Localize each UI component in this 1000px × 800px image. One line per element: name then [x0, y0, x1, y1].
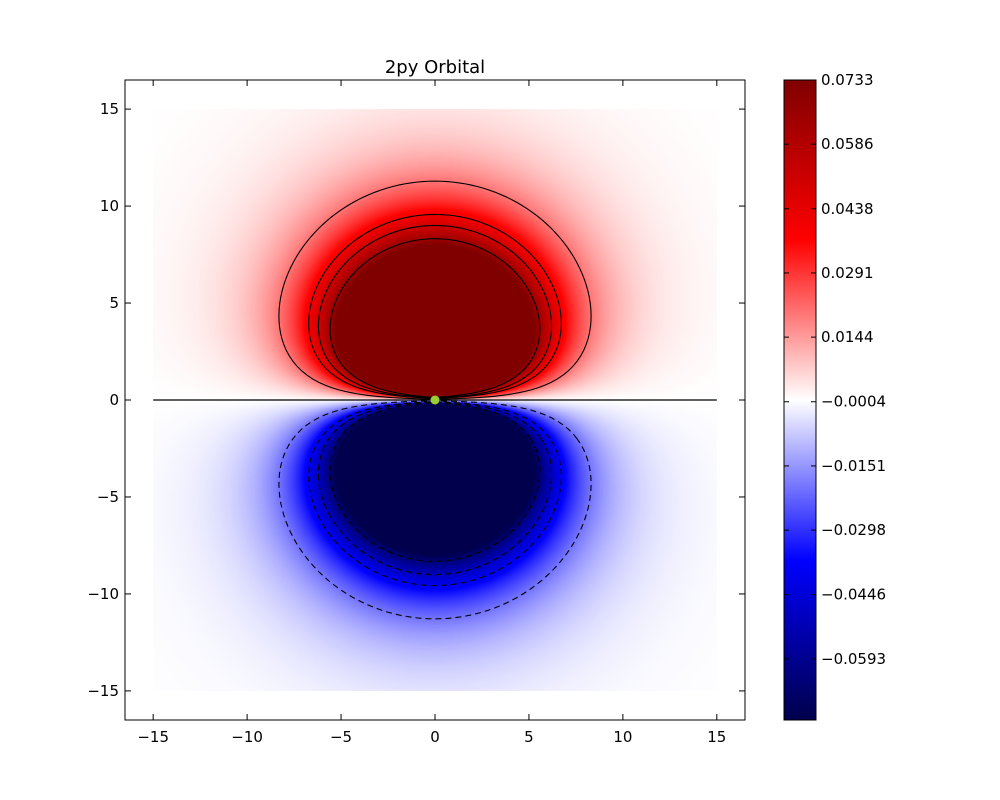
colorbar-tick-label: −0.0593 [821, 650, 886, 668]
colorbar [783, 79, 817, 721]
negative-contour-3 [329, 402, 541, 562]
positive-contour-1 [308, 213, 562, 399]
nucleus-marker [430, 395, 440, 405]
x-tick-label: −10 [231, 728, 263, 746]
x-tick-label: 15 [707, 728, 726, 746]
y-tick-label: 15 [100, 100, 119, 118]
y-tick-label: −10 [87, 585, 119, 603]
chart-title: 2py Orbital [385, 57, 485, 78]
x-tick-label: 10 [613, 728, 632, 746]
colorbar-tick-label: −0.0298 [821, 521, 886, 539]
colorbar-tick-label: 0.0586 [821, 135, 874, 153]
x-tick-label: 5 [524, 728, 534, 746]
colorbar-tick-label: 0.0733 [821, 71, 874, 89]
colorbar-tick-label: 0.0144 [821, 328, 874, 346]
negative-contour-2 [317, 401, 553, 576]
positive-contour-2 [317, 224, 553, 399]
colorbar-tick-label: −0.0004 [821, 393, 886, 411]
colorbar-tick-label: −0.0151 [821, 457, 886, 475]
x-tick-label: −15 [137, 728, 169, 746]
colorbar-tick-label: 0.0438 [821, 200, 874, 218]
negative-contour-0 [278, 400, 592, 620]
colorbar-tick-label: 0.0291 [821, 264, 874, 282]
y-tick-label: 10 [100, 197, 119, 215]
y-tick-label: −5 [97, 488, 119, 506]
y-axis: 15 10 5 0 −5 −10 −15 [87, 100, 745, 700]
negative-contour-1 [308, 401, 562, 587]
colorbar-ticks: 0.0733 0.0586 0.0438 0.0291 0.0144 −0.0004 −0.… [784, 71, 886, 668]
x-tick-label: 0 [430, 728, 440, 746]
y-tick-label: −15 [87, 682, 119, 700]
positive-contour-3 [329, 238, 541, 398]
positive-contour-0 [278, 180, 592, 400]
x-tick-label: −5 [330, 728, 352, 746]
colorbar-tick-label: −0.0446 [821, 586, 886, 604]
y-tick-label: 5 [109, 294, 119, 312]
y-tick-label: 0 [109, 391, 119, 409]
x-axis: −15 −10 −5 0 5 10 15 [137, 80, 726, 746]
